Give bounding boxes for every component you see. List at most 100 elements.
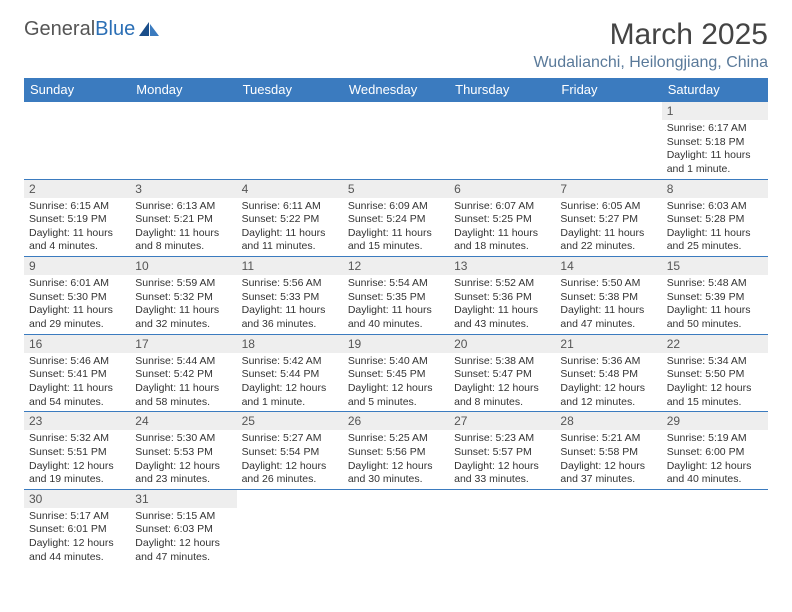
- daylight-line: Daylight: 11 hours and 58 minutes.: [135, 382, 231, 409]
- day-cell: 25Sunrise: 5:27 AMSunset: 5:54 PMDayligh…: [237, 412, 343, 490]
- daylight-line: Daylight: 12 hours and 15 minutes.: [667, 382, 763, 409]
- day-cell: 30Sunrise: 5:17 AMSunset: 6:01 PMDayligh…: [24, 489, 130, 566]
- sunrise-line: Sunrise: 6:15 AM: [29, 200, 125, 214]
- day-number: 9: [24, 257, 130, 275]
- sunrise-line: Sunrise: 5:36 AM: [560, 355, 656, 369]
- sunrise-line: Sunrise: 6:09 AM: [348, 200, 444, 214]
- day-cell: [343, 102, 449, 180]
- day-content: Sunrise: 5:32 AMSunset: 5:51 PMDaylight:…: [24, 430, 130, 489]
- dayname-mon: Monday: [130, 78, 236, 102]
- day-content: Sunrise: 6:07 AMSunset: 5:25 PMDaylight:…: [449, 198, 555, 257]
- sunset-line: Sunset: 5:47 PM: [454, 368, 550, 382]
- daylight-line: Daylight: 11 hours and 18 minutes.: [454, 227, 550, 254]
- daylight-line: Daylight: 11 hours and 40 minutes.: [348, 304, 444, 331]
- daylight-line: Daylight: 11 hours and 25 minutes.: [667, 227, 763, 254]
- day-number: 17: [130, 335, 236, 353]
- daylight-line: Daylight: 11 hours and 32 minutes.: [135, 304, 231, 331]
- day-cell: 3Sunrise: 6:13 AMSunset: 5:21 PMDaylight…: [130, 179, 236, 257]
- day-number: 18: [237, 335, 343, 353]
- day-content: Sunrise: 6:11 AMSunset: 5:22 PMDaylight:…: [237, 198, 343, 257]
- daylight-line: Daylight: 12 hours and 37 minutes.: [560, 460, 656, 487]
- sunrise-line: Sunrise: 5:48 AM: [667, 277, 763, 291]
- sail-icon: [139, 22, 161, 38]
- week-row: 30Sunrise: 5:17 AMSunset: 6:01 PMDayligh…: [24, 489, 768, 566]
- sunrise-line: Sunrise: 6:01 AM: [29, 277, 125, 291]
- dayname-row: Sunday Monday Tuesday Wednesday Thursday…: [24, 78, 768, 102]
- sunset-line: Sunset: 5:48 PM: [560, 368, 656, 382]
- day-number: 1: [662, 102, 768, 120]
- day-content: Sunrise: 5:52 AMSunset: 5:36 PMDaylight:…: [449, 275, 555, 334]
- day-number: 7: [555, 180, 661, 198]
- day-content: Sunrise: 6:09 AMSunset: 5:24 PMDaylight:…: [343, 198, 449, 257]
- sunrise-line: Sunrise: 5:32 AM: [29, 432, 125, 446]
- location: Wudalianchi, Heilongjiang, China: [533, 54, 768, 72]
- sunrise-line: Sunrise: 5:56 AM: [242, 277, 338, 291]
- day-cell: [449, 489, 555, 566]
- day-number: 2: [24, 180, 130, 198]
- day-number: 20: [449, 335, 555, 353]
- daylight-line: Daylight: 12 hours and 40 minutes.: [667, 460, 763, 487]
- daylight-line: Daylight: 12 hours and 19 minutes.: [29, 460, 125, 487]
- day-number: 22: [662, 335, 768, 353]
- sunset-line: Sunset: 5:30 PM: [29, 291, 125, 305]
- sunrise-line: Sunrise: 6:17 AM: [667, 122, 763, 136]
- sunset-line: Sunset: 5:27 PM: [560, 213, 656, 227]
- day-content: Sunrise: 5:36 AMSunset: 5:48 PMDaylight:…: [555, 353, 661, 412]
- sunrise-line: Sunrise: 6:11 AM: [242, 200, 338, 214]
- daylight-line: Daylight: 11 hours and 43 minutes.: [454, 304, 550, 331]
- day-cell: 26Sunrise: 5:25 AMSunset: 5:56 PMDayligh…: [343, 412, 449, 490]
- sunrise-line: Sunrise: 5:54 AM: [348, 277, 444, 291]
- day-cell: [130, 102, 236, 180]
- month-title: March 2025: [533, 18, 768, 52]
- sunset-line: Sunset: 5:22 PM: [242, 213, 338, 227]
- day-number: 6: [449, 180, 555, 198]
- day-content: Sunrise: 5:54 AMSunset: 5:35 PMDaylight:…: [343, 275, 449, 334]
- day-number: 15: [662, 257, 768, 275]
- day-content: Sunrise: 5:40 AMSunset: 5:45 PMDaylight:…: [343, 353, 449, 412]
- day-cell: [555, 489, 661, 566]
- sunset-line: Sunset: 5:57 PM: [454, 446, 550, 460]
- daylight-line: Daylight: 11 hours and 50 minutes.: [667, 304, 763, 331]
- day-number: 29: [662, 412, 768, 430]
- sunrise-line: Sunrise: 5:38 AM: [454, 355, 550, 369]
- sunset-line: Sunset: 5:53 PM: [135, 446, 231, 460]
- day-number: 27: [449, 412, 555, 430]
- calendar-table: Sunday Monday Tuesday Wednesday Thursday…: [24, 78, 768, 566]
- header: GeneralBlue March 2025 Wudalianchi, Heil…: [24, 18, 768, 72]
- sunset-line: Sunset: 5:54 PM: [242, 446, 338, 460]
- sunset-line: Sunset: 5:25 PM: [454, 213, 550, 227]
- day-cell: 16Sunrise: 5:46 AMSunset: 5:41 PMDayligh…: [24, 334, 130, 412]
- day-cell: 27Sunrise: 5:23 AMSunset: 5:57 PMDayligh…: [449, 412, 555, 490]
- day-cell: 12Sunrise: 5:54 AMSunset: 5:35 PMDayligh…: [343, 257, 449, 335]
- brand-text: GeneralBlue: [24, 18, 135, 41]
- day-content: Sunrise: 5:38 AMSunset: 5:47 PMDaylight:…: [449, 353, 555, 412]
- day-content: Sunrise: 6:17 AMSunset: 5:18 PMDaylight:…: [662, 120, 768, 179]
- sunset-line: Sunset: 6:03 PM: [135, 523, 231, 537]
- day-content: Sunrise: 5:48 AMSunset: 5:39 PMDaylight:…: [662, 275, 768, 334]
- day-number: 31: [130, 490, 236, 508]
- day-cell: 20Sunrise: 5:38 AMSunset: 5:47 PMDayligh…: [449, 334, 555, 412]
- daylight-line: Daylight: 12 hours and 47 minutes.: [135, 537, 231, 564]
- day-number: 19: [343, 335, 449, 353]
- day-number: 3: [130, 180, 236, 198]
- dayname-thu: Thursday: [449, 78, 555, 102]
- daylight-line: Daylight: 12 hours and 5 minutes.: [348, 382, 444, 409]
- day-cell: 2Sunrise: 6:15 AMSunset: 5:19 PMDaylight…: [24, 179, 130, 257]
- day-cell: [24, 102, 130, 180]
- day-content: Sunrise: 5:46 AMSunset: 5:41 PMDaylight:…: [24, 353, 130, 412]
- day-content: Sunrise: 5:15 AMSunset: 6:03 PMDaylight:…: [130, 508, 236, 567]
- day-cell: 8Sunrise: 6:03 AMSunset: 5:28 PMDaylight…: [662, 179, 768, 257]
- day-number: 21: [555, 335, 661, 353]
- daylight-line: Daylight: 11 hours and 22 minutes.: [560, 227, 656, 254]
- day-content: Sunrise: 6:03 AMSunset: 5:28 PMDaylight:…: [662, 198, 768, 257]
- day-cell: 23Sunrise: 5:32 AMSunset: 5:51 PMDayligh…: [24, 412, 130, 490]
- sunset-line: Sunset: 5:44 PM: [242, 368, 338, 382]
- day-cell: [343, 489, 449, 566]
- day-cell: 22Sunrise: 5:34 AMSunset: 5:50 PMDayligh…: [662, 334, 768, 412]
- day-content: Sunrise: 5:42 AMSunset: 5:44 PMDaylight:…: [237, 353, 343, 412]
- daylight-line: Daylight: 11 hours and 29 minutes.: [29, 304, 125, 331]
- sunrise-line: Sunrise: 6:13 AM: [135, 200, 231, 214]
- day-cell: 11Sunrise: 5:56 AMSunset: 5:33 PMDayligh…: [237, 257, 343, 335]
- sunrise-line: Sunrise: 5:27 AM: [242, 432, 338, 446]
- day-number: 28: [555, 412, 661, 430]
